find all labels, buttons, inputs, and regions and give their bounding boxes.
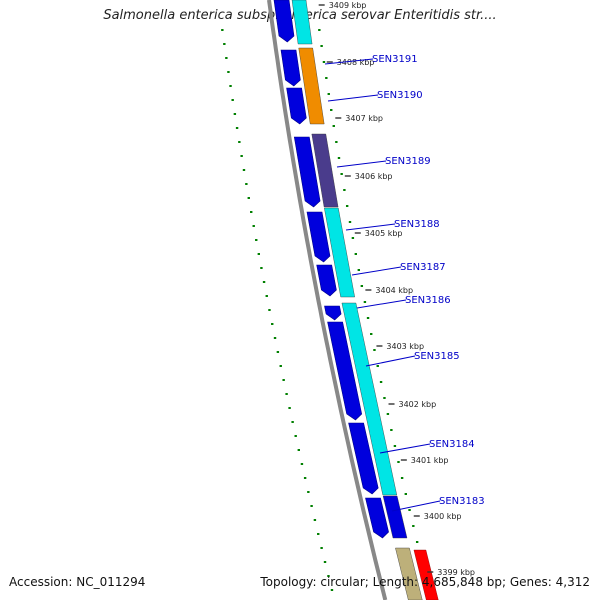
gene-label-leader: [365, 355, 416, 367]
kbp-tick-label: 3409 kbp: [329, 1, 367, 10]
kbp-tick-label: 3402 kbp: [399, 400, 437, 409]
kbp-tick-label: 3399 kbp: [437, 568, 475, 577]
cds-feature: [311, 133, 339, 208]
gene-track: [273, 0, 439, 600]
gene-label: SEN3189: [385, 156, 431, 167]
gene-label-leader: [327, 94, 379, 102]
kbp-tick-label: 3405 kbp: [365, 229, 403, 238]
gc-skew-track: [221, 29, 431, 591]
forward-gene-arrow: [327, 321, 363, 421]
kbp-tick-label: 3400 kbp: [424, 512, 462, 521]
cds-feature: [341, 302, 398, 496]
gene-label: SEN3185: [414, 351, 460, 362]
kbp-tick-label: 3404 kbp: [375, 286, 413, 295]
cds-feature: [324, 207, 355, 298]
kbp-tick-label: 3408 kbp: [337, 58, 375, 67]
forward-gene-arrow: [273, 0, 295, 43]
gene-label-leader: [356, 299, 407, 309]
gene-label-leader: [345, 223, 396, 231]
gene-label-leader: [336, 160, 387, 168]
gene-label: SEN3186: [405, 295, 451, 306]
gene-labels: SEN3191 SEN3190 SEN3189 SEN3188 SEN3187 SEN31…: [324, 54, 485, 512]
kbp-tick-label: 3407 kbp: [345, 114, 383, 123]
backbone-track: [267, 0, 388, 600]
topology-label: Topology: circular; Length: 4,685,848 bp…: [260, 575, 590, 589]
cds-feature: [298, 47, 325, 125]
gene-label-leader: [379, 443, 431, 454]
kbp-tick-label: 3406 kbp: [355, 172, 393, 181]
forward-gene-arrow: [348, 422, 379, 495]
gene-label: SEN3187: [400, 262, 446, 273]
cds-feature: [382, 495, 408, 539]
cds-feature: [395, 547, 423, 600]
forward-gene-arrow: [306, 211, 331, 263]
cds-feature: [291, 0, 313, 45]
forward-gene-arrow: [286, 87, 307, 125]
gene-label: SEN3190: [377, 90, 423, 101]
gene-label-leader: [324, 58, 374, 65]
kbp-ticks: 3409 kbp 3408 kbp 3407 kbp 3406 kbp 3405 kbp…: [318, 1, 475, 577]
gene-label-leader: [351, 266, 402, 276]
forward-gene-arrow: [365, 497, 389, 539]
accession-label: Accession: NC_011294: [9, 575, 146, 589]
gene-label-leader: [391, 500, 441, 512]
gene-label: SEN3191: [372, 54, 418, 65]
gene-label: SEN3184: [429, 439, 475, 450]
kbp-tick-label: 3401 kbp: [411, 456, 449, 465]
kbp-tick-label: 3403 kbp: [386, 342, 424, 351]
cds-feature: [413, 549, 439, 600]
forward-gene-arrow: [324, 305, 342, 321]
gene-label: SEN3183: [439, 496, 485, 507]
gene-label: SEN3188: [394, 219, 440, 230]
forward-gene-arrow: [293, 136, 321, 208]
forward-gene-arrow: [316, 264, 337, 297]
backbone-line: [267, 0, 388, 600]
forward-gene-arrow: [280, 49, 301, 87]
